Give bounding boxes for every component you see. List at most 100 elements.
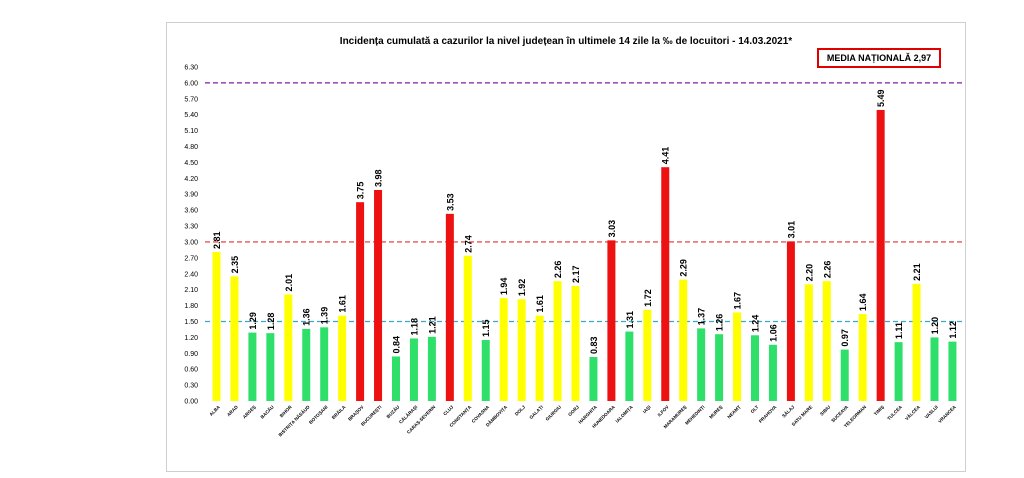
bar [715, 334, 724, 401]
chart-frame [166, 22, 966, 472]
bar-value-label: 1.61 [338, 295, 348, 313]
x-category-label: BACĂU [259, 403, 275, 419]
bar [392, 356, 400, 401]
x-category-label: GALAȚI [528, 404, 544, 420]
bar [858, 314, 867, 401]
bar-value-label: 1.31 [625, 311, 635, 329]
y-tick-label: 4.80 [184, 144, 198, 151]
bar [679, 279, 688, 401]
y-tick-label: 4.20 [184, 176, 198, 183]
bar-value-label: 3.01 [786, 221, 796, 239]
x-category-label: GIURGIU [545, 404, 563, 422]
bar-value-label: 1.36 [302, 308, 312, 326]
bar [266, 333, 275, 401]
bar-value-label: 1.15 [481, 320, 491, 338]
bar [230, 276, 239, 401]
bar [948, 341, 957, 401]
x-category-label: ARAD [226, 404, 239, 417]
x-category-label: IAȘI [642, 404, 653, 415]
bar-value-label: 2.74 [463, 235, 473, 253]
bar-value-label: 1.20 [930, 317, 940, 335]
x-category-label: CLUJ [442, 404, 454, 416]
bar [697, 328, 706, 401]
bar [212, 252, 221, 401]
x-category-label: ARGEȘ [242, 404, 258, 420]
bar [625, 331, 634, 401]
bar [463, 255, 472, 401]
bar [481, 340, 490, 401]
y-tick-label: 0.90 [184, 351, 198, 358]
y-tick-label: 5.40 [184, 112, 198, 119]
value-labels: 2.81 2.35 1.29 1.28 2.01 1.36 1.39 1.61 3.75 3.98… [212, 89, 958, 354]
bar [445, 213, 454, 401]
x-category-label: BRĂILA [330, 403, 347, 420]
y-axis-ticks: 0.00 0.30 0.60 0.90 1.20 1.50 1.80 2.10 2.40 2.70… [184, 65, 198, 406]
x-category-label: NEAMȚ [726, 404, 741, 419]
bar [374, 189, 383, 401]
x-category-label: IALOMIȚA [615, 404, 635, 424]
bar-value-label: 1.61 [535, 295, 545, 313]
bar [302, 328, 311, 401]
x-category-label: VÂLCEA [903, 403, 921, 421]
bar [751, 335, 759, 401]
bar-value-label: 2.29 [679, 259, 689, 277]
bar-value-label: 1.06 [768, 324, 778, 342]
bar [876, 109, 885, 401]
bar-value-label: 1.39 [320, 307, 330, 325]
y-tick-label: 3.00 [184, 239, 198, 246]
bar [643, 309, 652, 401]
x-category-label: VASLUI [924, 404, 939, 419]
bar-value-label: 2.17 [571, 265, 581, 283]
bar [661, 167, 670, 401]
bar [248, 332, 257, 401]
reference-lines [205, 82, 964, 323]
bar-value-label: 1.12 [948, 321, 958, 339]
bar-value-label: 4.41 [661, 147, 671, 165]
bar-value-label: 1.67 [733, 292, 743, 310]
bar [733, 312, 742, 401]
bar [786, 241, 795, 401]
y-tick-label: 3.60 [184, 208, 198, 215]
bar-value-label: 2.26 [553, 261, 563, 279]
bar-value-label: 5.49 [876, 89, 886, 107]
bar [356, 202, 365, 401]
x-category-label: ILFOV [657, 404, 671, 418]
y-tick-label: 0.00 [184, 399, 198, 406]
y-tick-label: 5.70 [184, 96, 198, 103]
x-category-label: MEHEDINȚI [684, 404, 705, 425]
y-tick-label: 1.20 [184, 335, 198, 342]
bar-value-label: 1.94 [499, 278, 509, 296]
chart-title: Incidența cumulată a cazurilor la nivel … [339, 36, 793, 47]
y-tick-label: 2.40 [184, 271, 198, 278]
bar [499, 298, 508, 401]
x-category-label: BOTOȘANI [308, 404, 329, 425]
bar-value-label: 3.03 [607, 220, 617, 238]
bar [912, 283, 921, 401]
bar-value-label: 1.26 [715, 314, 725, 332]
bar-value-label: 2.26 [822, 261, 832, 279]
bar-value-label: 1.21 [427, 316, 437, 334]
y-tick-label: 4.50 [184, 160, 198, 167]
bar-value-label: 1.37 [697, 308, 707, 326]
bar-value-label: 1.11 [894, 322, 904, 339]
bar-value-label: 1.24 [751, 315, 761, 333]
x-category-label: BUZĂU [385, 403, 401, 419]
national-average-box: MEDIA NAȚIONALĂ 2,97 [817, 48, 941, 68]
bar [840, 349, 849, 401]
bar-value-label: 1.92 [517, 279, 527, 297]
bars-group [212, 109, 957, 401]
bar-value-label: 3.98 [374, 169, 384, 187]
bar [284, 294, 293, 401]
bar [427, 336, 436, 401]
x-category-label: PRAHOVA [758, 404, 778, 424]
bar-value-label: 2.21 [912, 263, 922, 281]
y-tick-label: 0.60 [184, 367, 198, 374]
bar-value-label: 3.75 [356, 182, 366, 200]
y-tick-label: 1.80 [184, 303, 198, 310]
bar-value-label: 1.18 [409, 318, 419, 336]
y-tick-label: 3.30 [184, 224, 198, 231]
bar-value-label: 2.81 [212, 231, 222, 249]
x-category-label: TULCEA [886, 404, 903, 421]
bar [894, 342, 903, 401]
